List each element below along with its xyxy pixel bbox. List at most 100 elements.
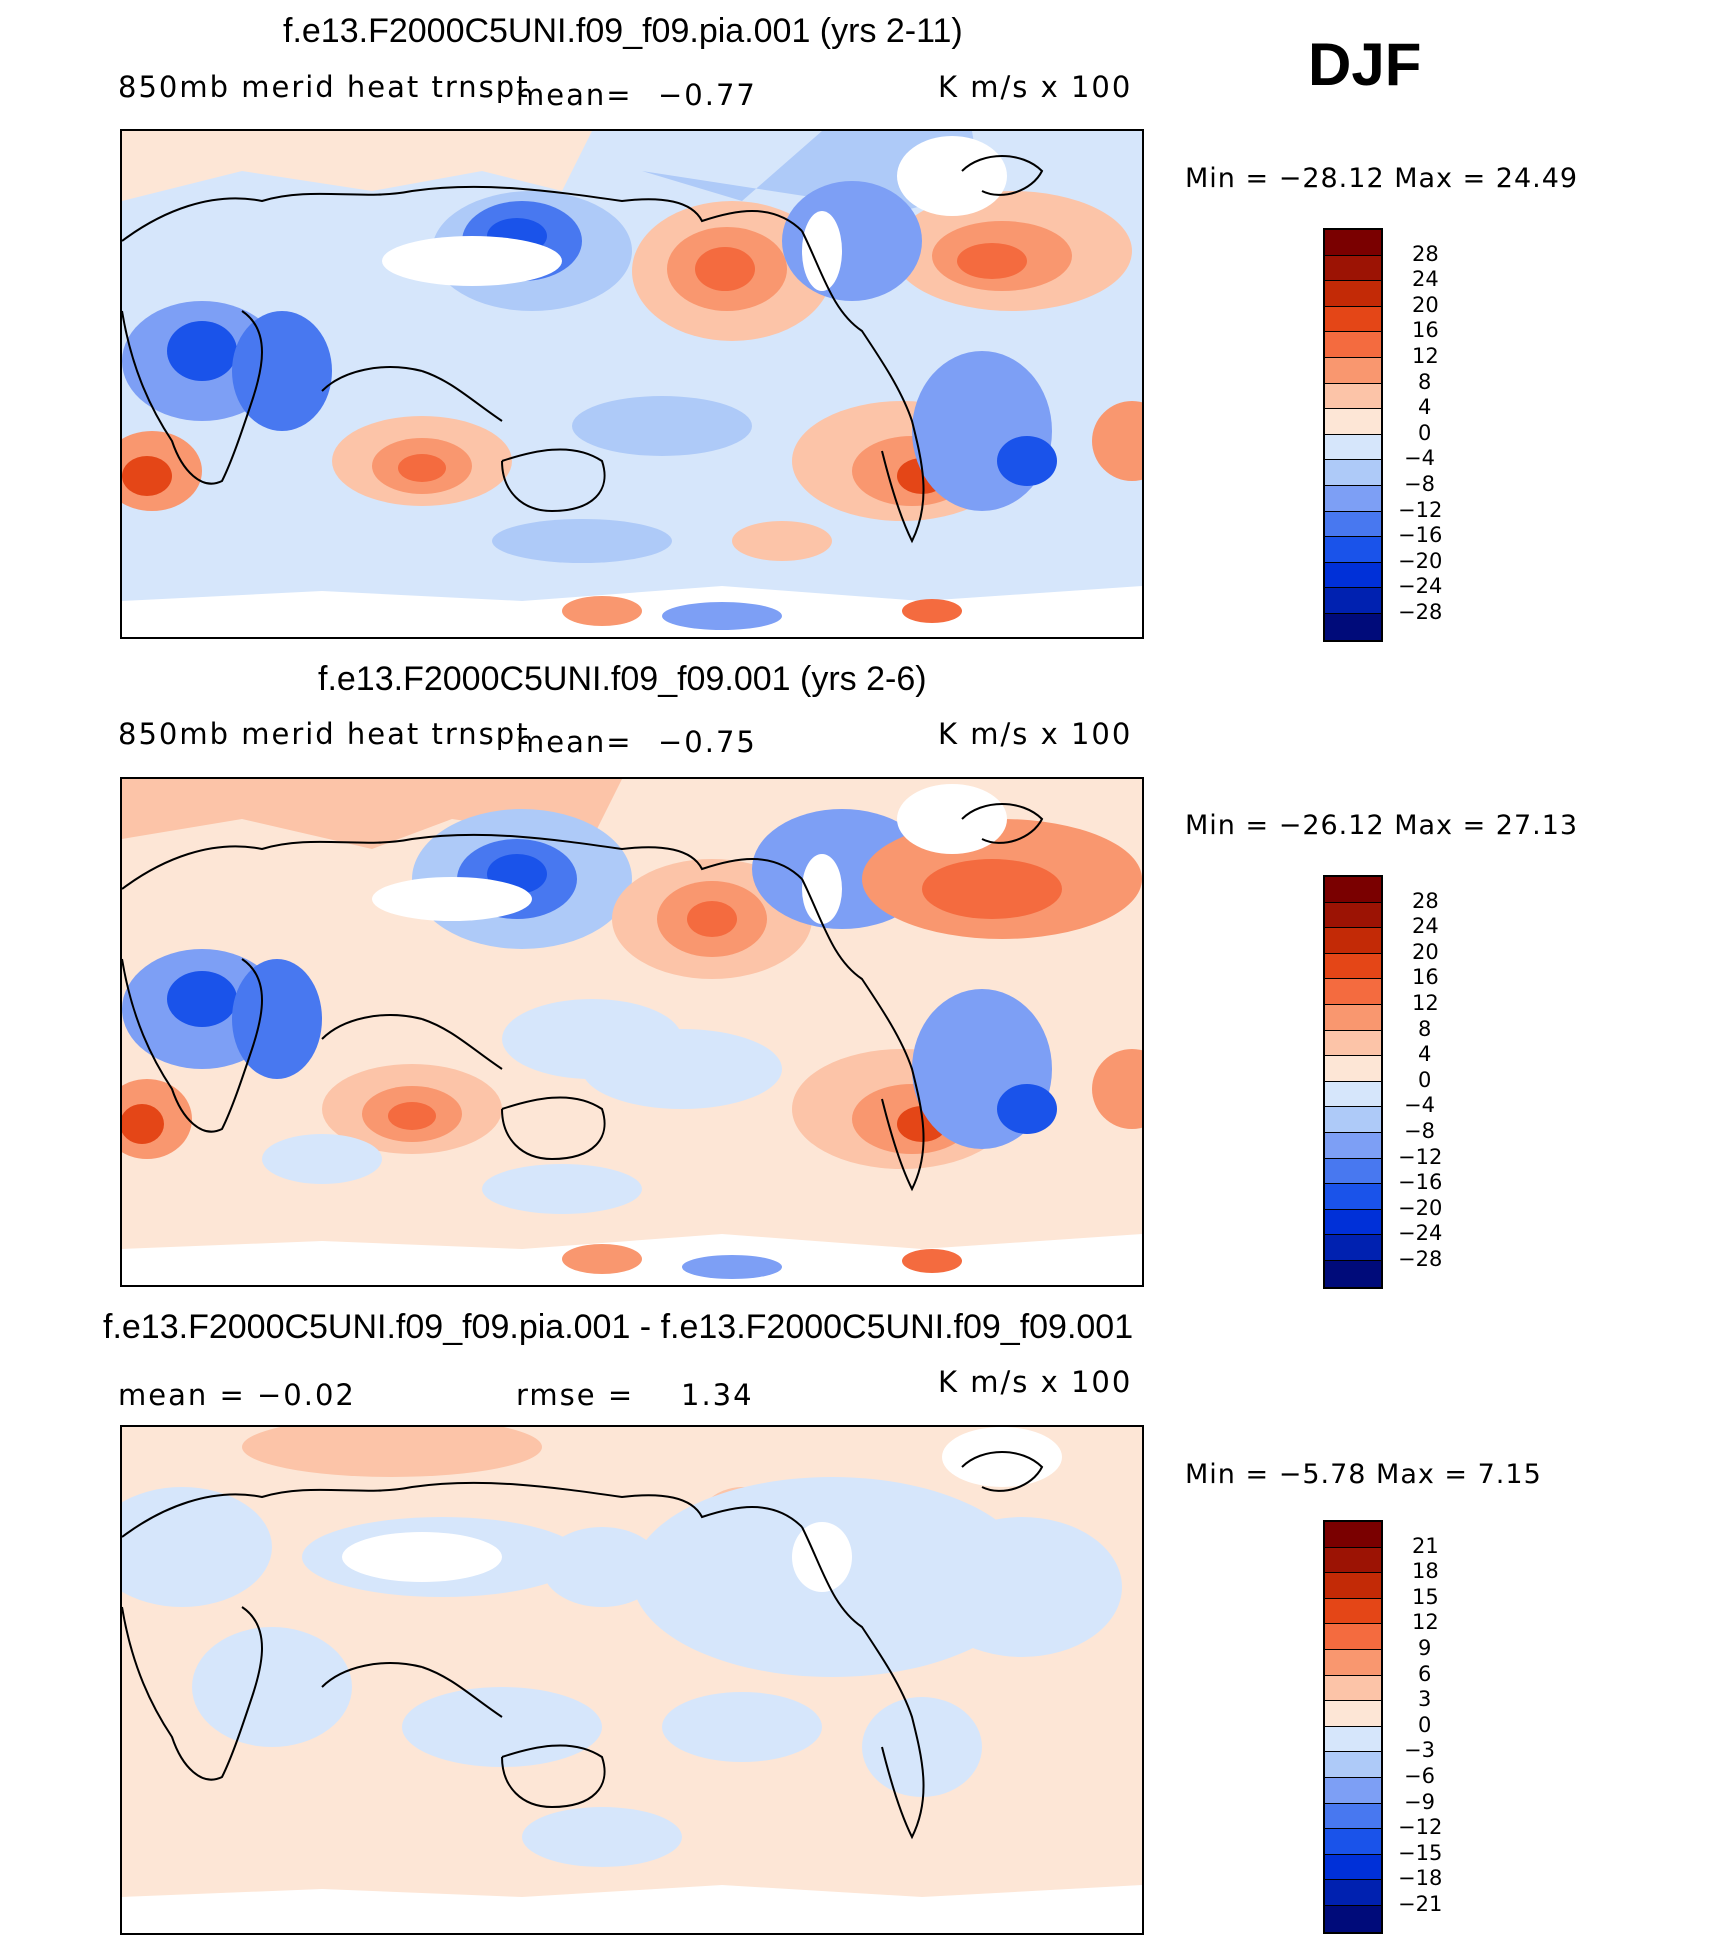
colorbar-tick-label: 8 [1418,370,1432,394]
colorbar-swatch [1325,1056,1381,1082]
colorbar-tick-label: −8 [1404,1119,1435,1143]
colorbar-tick-label: −20 [1398,1196,1443,1220]
colorbar-swatch [1325,1158,1381,1185]
panel1-mean-label: mean= [516,78,633,112]
panel1-min-max: Min = −28.12 Max = 24.49 [1185,163,1579,194]
colorbar-tick-label: −16 [1398,1170,1443,1194]
colorbar-swatch [1325,1260,1381,1287]
colorbar-swatch [1325,1649,1381,1676]
colorbar-swatch [1325,613,1381,640]
colorbar-tick-label: 8 [1418,1017,1432,1041]
colorbar-swatch [1325,1701,1381,1727]
panel1-map-field [122,131,1142,637]
colorbar-swatch [1325,588,1381,614]
colorbar-swatch [1325,1829,1381,1855]
panel1-coastlines [122,155,1044,544]
colorbar-swatch [1325,1547,1381,1574]
panel3-title: f.e13.F2000C5UNI.f09_f09.pia.001 - f.e13… [103,1308,1134,1346]
colorbar-tick-label: −24 [1398,1221,1443,1245]
colorbar-tick-label: 4 [1418,1042,1432,1066]
colorbar-swatch [1325,1573,1381,1599]
colorbar-swatch [1325,537,1381,563]
colorbar-tick-label: −8 [1404,472,1435,496]
colorbar-tick-label: 12 [1412,991,1439,1015]
colorbar-swatch [1325,1777,1381,1804]
panel3-units: K m/s x 100 [938,1365,1133,1399]
colorbar-swatch [1325,357,1381,384]
colorbar-tick-label: 4 [1418,395,1432,419]
panel3-map [120,1425,1144,1935]
colorbar-tick-label: −12 [1398,1815,1443,1839]
colorbar-tick-label: −21 [1398,1892,1443,1916]
colorbar-tick-label: 24 [1412,914,1439,938]
panel3-contour-fill [122,1427,1142,1933]
colorbar-swatch [1325,511,1381,538]
colorbar-swatch [1325,562,1381,589]
colorbar-tick-label: −3 [1404,1738,1435,1762]
colorbar-tick-label: 12 [1412,344,1439,368]
colorbar-swatch [1325,979,1381,1005]
colorbar-tick-label: −6 [1404,1764,1435,1788]
panel2-map [120,777,1144,1287]
colorbar-tick-label: 24 [1412,267,1439,291]
panel1-colorbar [1323,228,1383,642]
colorbar-swatch [1325,1209,1381,1236]
colorbar-tick-label: 28 [1412,889,1439,913]
panel2-mean-label: mean= [516,725,633,759]
panel3-rmse-value: 1.34 [681,1378,754,1412]
colorbar-swatch [1325,1081,1381,1108]
colorbar-swatch [1325,332,1381,358]
colorbar-tick-label: 20 [1412,293,1439,317]
colorbar-swatch [1325,1522,1381,1548]
panel3-colorbar [1323,1520,1383,1934]
colorbar-tick-label: 0 [1418,421,1432,445]
panel2-mean-value: −0.75 [658,725,757,759]
colorbar-tick-label: 9 [1418,1636,1432,1660]
colorbar-tick-label: −4 [1404,446,1435,470]
colorbar-tick-label: 21 [1412,1534,1439,1558]
colorbar-swatch [1325,1905,1381,1932]
panel2-min-max: Min = −26.12 Max = 27.13 [1185,810,1579,841]
colorbar-tick-label: −24 [1398,574,1443,598]
colorbar-swatch [1325,1235,1381,1261]
colorbar-swatch [1325,928,1381,954]
colorbar-tick-label: 16 [1412,318,1439,342]
colorbar-tick-label: 6 [1418,1662,1432,1686]
colorbar-tick-label: 15 [1412,1585,1439,1609]
colorbar-tick-label: 16 [1412,965,1439,989]
colorbar-tick-label: −16 [1398,523,1443,547]
colorbar-swatch [1325,953,1381,980]
panel1-contour-fill [122,131,1142,637]
colorbar-swatch [1325,383,1381,410]
season-label: DJF [1308,31,1422,98]
colorbar-tick-label: 0 [1418,1068,1432,1092]
panel2-map-field [122,779,1142,1285]
panel2-units: K m/s x 100 [938,717,1133,751]
panel3-coastlines [122,1451,1044,1840]
colorbar-tick-label: −12 [1398,1145,1443,1169]
colorbar-swatch [1325,460,1381,486]
colorbar-swatch [1325,306,1381,333]
colorbar-swatch [1325,1598,1381,1625]
panel3-min-max: Min = −5.78 Max = 7.15 [1185,1459,1542,1490]
colorbar-tick-label: −28 [1398,600,1443,624]
panel3-mean-text: mean = −0.02 [118,1378,356,1412]
colorbar-tick-label: −15 [1398,1841,1443,1865]
colorbar-tick-label: −20 [1398,549,1443,573]
colorbar-tick-label: −9 [1404,1790,1435,1814]
colorbar-swatch [1325,281,1381,307]
colorbar-tick-label: 20 [1412,940,1439,964]
panel1-title: f.e13.F2000C5UNI.f09_f09.pia.001 (yrs 2-… [283,12,963,50]
panel2-title: f.e13.F2000C5UNI.f09_f09.001 (yrs 2-6) [318,660,927,698]
colorbar-swatch [1325,1107,1381,1133]
colorbar-tick-label: −4 [1404,1093,1435,1117]
panel2-coastlines [122,803,1044,1192]
colorbar-swatch [1325,1624,1381,1650]
panel1-units: K m/s x 100 [938,70,1133,104]
colorbar-swatch [1325,230,1381,256]
panel2-variable-label: 850mb merid heat trnspt [118,717,530,751]
colorbar-swatch [1325,1675,1381,1702]
colorbar-swatch [1325,1030,1381,1057]
colorbar-tick-label: −18 [1398,1866,1443,1890]
colorbar-tick-label: 18 [1412,1559,1439,1583]
